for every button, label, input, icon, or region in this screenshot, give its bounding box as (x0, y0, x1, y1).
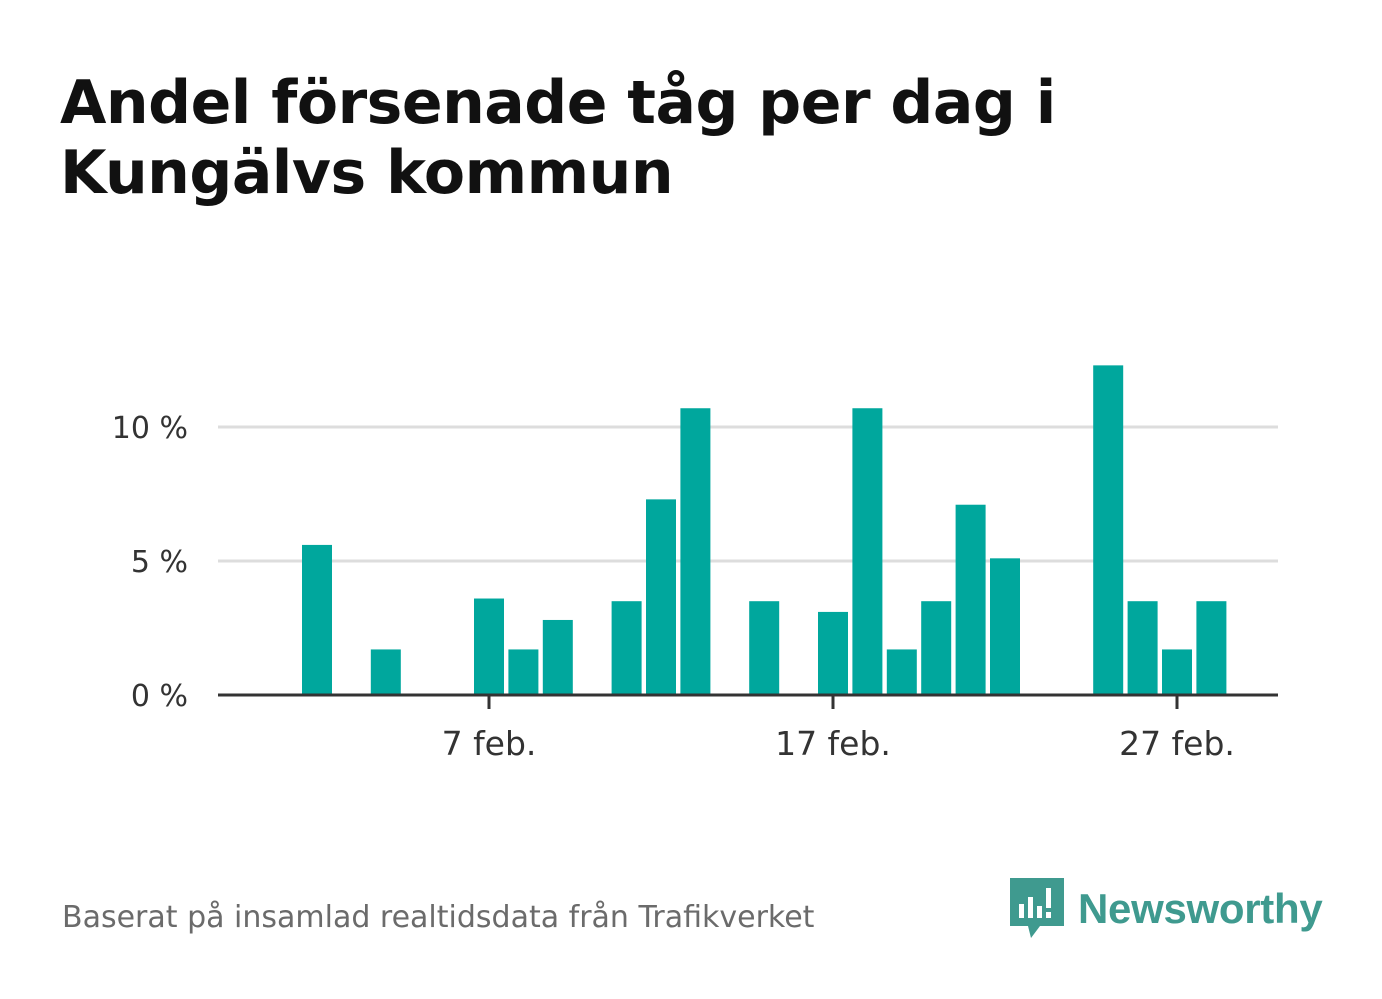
bar (955, 504, 986, 695)
bar (646, 499, 676, 695)
newsworthy-logo[interactable]: Newsworthy (1010, 878, 1323, 940)
x-axis (218, 693, 1278, 709)
bar (749, 601, 780, 695)
bar (1162, 649, 1192, 695)
bar (990, 558, 1020, 695)
y-axis-labels: 0 % 5 % 10 % (112, 411, 188, 714)
chart-title: Andel försenade tåg per dag i Kungälvs k… (60, 68, 1056, 208)
bar (370, 649, 401, 695)
bar (1196, 601, 1227, 695)
bar (474, 598, 504, 695)
bar (921, 601, 952, 695)
x-tick-label: 17 feb. (775, 724, 891, 763)
bar (886, 649, 917, 695)
bar (818, 611, 848, 695)
bar (1127, 601, 1158, 695)
x-axis-labels: 7 feb. 17 feb. 27 feb. (442, 724, 1235, 763)
x-tick-label: 7 feb. (442, 724, 537, 763)
bar (542, 619, 573, 695)
bar (302, 544, 332, 695)
source-note: Baserat på insamlad realtidsdata från Tr… (62, 900, 815, 935)
bar (1093, 365, 1124, 695)
x-tick-label: 27 feb. (1119, 724, 1235, 763)
y-tick-label: 5 % (131, 545, 188, 580)
newsworthy-logo-icon (1010, 878, 1064, 938)
y-tick-label: 10 % (112, 411, 188, 446)
bar (680, 408, 711, 695)
bars (302, 365, 1227, 695)
bar (508, 649, 539, 695)
bar (611, 601, 642, 695)
y-tick-label: 0 % (131, 679, 188, 714)
bar (852, 408, 883, 695)
logo-text: Newsworthy (1078, 885, 1323, 932)
